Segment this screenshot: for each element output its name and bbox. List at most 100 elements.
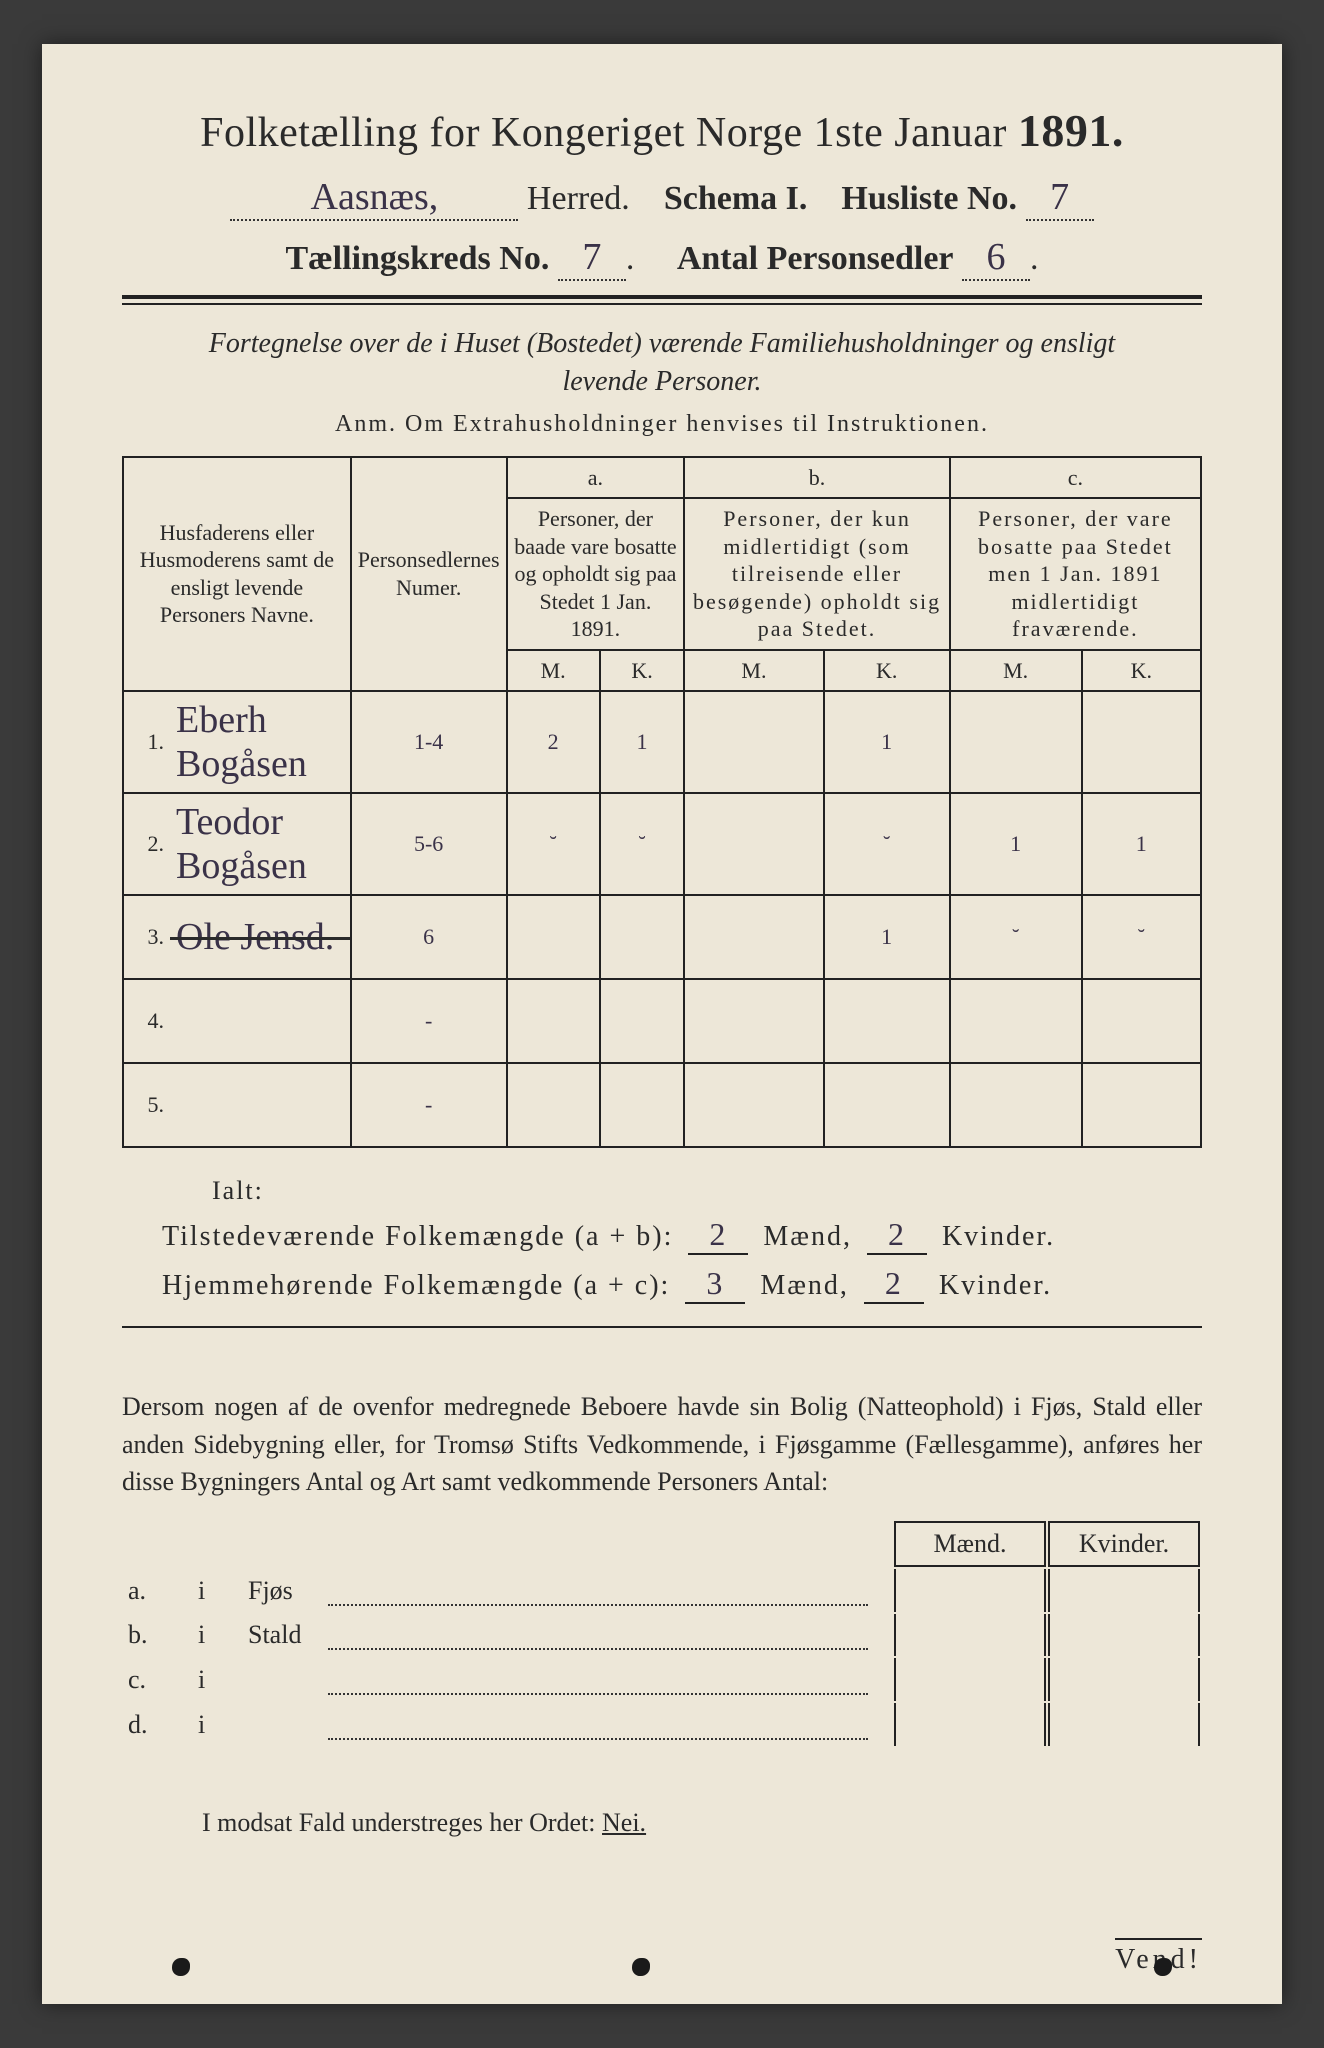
table-row: 1.Eberh Bogåsen1-4211 <box>123 691 1201 793</box>
b-k: 1 <box>824 691 950 793</box>
b-k: ˘ <box>824 793 950 895</box>
side-k <box>1048 1658 1200 1701</box>
person-name: Eberh Bogåsen <box>176 699 307 785</box>
th-name: Husfaderens eller Husmoderens samt de en… <box>123 457 351 692</box>
side-row: c.i <box>124 1658 1200 1701</box>
kvinder-label: Kvinder. <box>942 1221 1055 1252</box>
name-cell: Ole Jensd. <box>170 895 351 979</box>
maend-label: Mænd, <box>760 1270 849 1301</box>
th-b: Personer, der kun midlertidigt (som tilr… <box>684 498 949 650</box>
b-m <box>684 895 823 979</box>
th-a-head: a. <box>507 457 685 499</box>
herred-value: Aasnæs, <box>230 175 518 221</box>
kreds-label: Tællingskreds No. <box>285 240 549 277</box>
side-name: Fjøs <box>244 1569 892 1612</box>
table-row: 3.Ole Jensd.61˘˘ <box>123 895 1201 979</box>
side-k <box>1048 1569 1200 1612</box>
th-c: Personer, der vare bosatte paa Stedet me… <box>950 498 1201 650</box>
a-k <box>600 979 685 1063</box>
side-name <box>244 1658 892 1701</box>
side-i: i <box>194 1569 242 1612</box>
ialt-label: Ialt: <box>212 1176 1202 1206</box>
title-prefix: Folketælling for Kongeriget Norge 1ste J… <box>200 110 1007 156</box>
side-name <box>244 1703 892 1746</box>
tilstede-k: 2 <box>867 1216 927 1255</box>
side-m <box>894 1703 1046 1746</box>
a-k: ˘ <box>600 793 685 895</box>
anm-note: Anm. Om Extrahusholdninger henvises til … <box>122 411 1202 438</box>
header-line-3: Tællingskreds No. 7. Antal Personsedler … <box>122 235 1202 281</box>
side-kvinder: Kvinder. <box>1048 1521 1200 1567</box>
th-b-head: b. <box>684 457 949 499</box>
name-cell <box>170 979 351 1063</box>
b-m <box>684 691 823 793</box>
antal-value: 6 <box>962 235 1030 281</box>
herred-label: Herred. <box>527 180 630 217</box>
side-m <box>894 1614 1046 1657</box>
ink-spot <box>172 1958 190 1976</box>
th-a-k: K. <box>600 650 685 692</box>
a-m <box>507 1063 600 1147</box>
sidebygning-table: Mænd. Kvinder. a.iFjøs b.iStald c.i d.i <box>122 1519 1202 1747</box>
subtitle-line1: Fortegnelse over de i Huset (Bostedet) v… <box>209 328 1115 359</box>
side-row: d.i <box>124 1703 1200 1746</box>
a-k <box>600 895 685 979</box>
th-b-m: M. <box>684 650 823 692</box>
divider <box>122 303 1202 305</box>
hjemme-line: Hjemmehørende Folkemængde (a + c): 3 Mæn… <box>162 1265 1202 1304</box>
nei-line: I modsat Fald understreges her Ordet: Ne… <box>202 1808 1202 1838</box>
side-m <box>894 1658 1046 1701</box>
page-title: Folketælling for Kongeriget Norge 1ste J… <box>122 104 1202 157</box>
row-number: 5. <box>123 1063 170 1147</box>
table-row: 2.Teodor Bogåsen5-6˘˘˘11 <box>123 793 1201 895</box>
hjemme-m: 3 <box>685 1265 745 1304</box>
side-letter: c. <box>124 1658 192 1701</box>
th-a: Personer, der baade vare bosatte og opho… <box>507 498 685 650</box>
side-letter: b. <box>124 1614 192 1657</box>
numer-cell: - <box>351 979 507 1063</box>
name-cell: Eberh Bogåsen <box>170 691 351 793</box>
ink-spot <box>632 1958 650 1976</box>
name-cell: Teodor Bogåsen <box>170 793 351 895</box>
husliste-value: 7 <box>1026 175 1094 221</box>
hjemme-label: Hjemmehørende Folkemængde (a + c): <box>162 1270 670 1301</box>
row-number: 2. <box>123 793 170 895</box>
side-i: i <box>194 1703 242 1746</box>
strikethrough <box>170 937 350 940</box>
divider <box>122 295 1202 299</box>
a-m <box>507 895 600 979</box>
c-k: 1 <box>1082 793 1201 895</box>
c-m <box>950 979 1082 1063</box>
c-m <box>950 691 1082 793</box>
header-line-2: Aasnæs, Herred. Schema I. Husliste No. 7 <box>122 175 1202 221</box>
b-k <box>824 1063 950 1147</box>
tilstede-label: Tilstedeværende Folkemængde (a + b): <box>162 1221 673 1252</box>
th-c-m: M. <box>950 650 1082 692</box>
title-year: 1891. <box>1018 105 1124 156</box>
numer-cell: 5-6 <box>351 793 507 895</box>
numer-cell: - <box>351 1063 507 1147</box>
th-b-k: K. <box>824 650 950 692</box>
b-k <box>824 979 950 1063</box>
side-k <box>1048 1614 1200 1657</box>
numer-cell: 1-4 <box>351 691 507 793</box>
kvinder-label: Kvinder. <box>939 1270 1052 1301</box>
th-c-head: c. <box>950 457 1201 499</box>
a-k <box>600 1063 685 1147</box>
c-m: ˘ <box>950 895 1082 979</box>
side-letter: a. <box>124 1569 192 1612</box>
husliste-label: Husliste No. <box>841 180 1017 217</box>
person-name: Teodor Bogåsen <box>176 801 307 887</box>
census-form-page: Folketælling for Kongeriget Norge 1ste J… <box>42 44 1282 2004</box>
th-a-m: M. <box>507 650 600 692</box>
a-m: 2 <box>507 691 600 793</box>
side-k <box>1048 1703 1200 1746</box>
nei-word: Nei. <box>602 1808 646 1837</box>
table-row: 4. - <box>123 979 1201 1063</box>
row-number: 4. <box>123 979 170 1063</box>
divider <box>122 1326 1202 1328</box>
nei-prefix: I modsat Fald understreges her Ordet: <box>202 1808 596 1837</box>
form-subtitle: Fortegnelse over de i Huset (Bostedet) v… <box>122 325 1202 401</box>
b-m <box>684 1063 823 1147</box>
c-k: ˘ <box>1082 895 1201 979</box>
